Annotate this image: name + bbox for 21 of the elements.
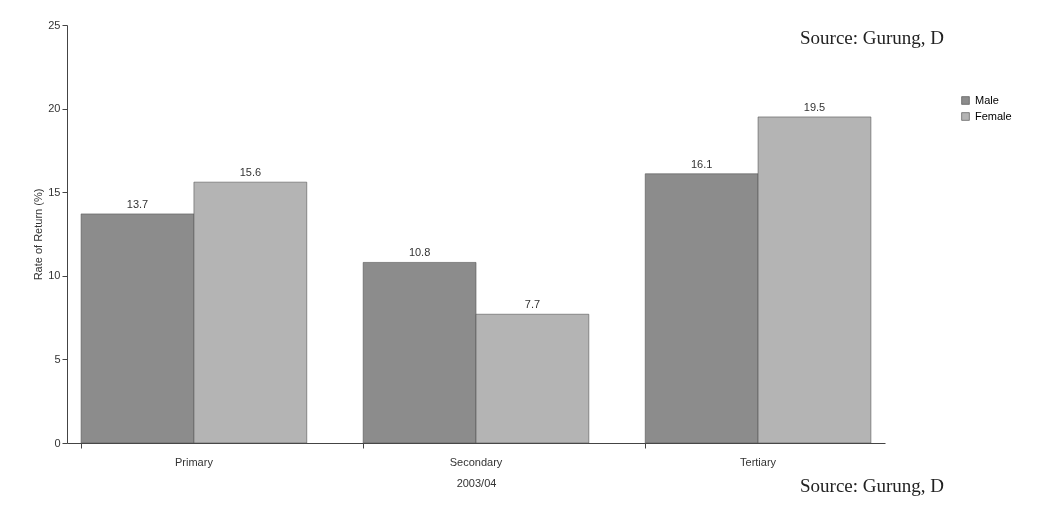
y-tick-label: 10 xyxy=(48,269,61,282)
data-label: 13.7 xyxy=(126,197,149,210)
y-tick-label: 20 xyxy=(48,102,61,115)
data-label: 10.8 xyxy=(408,246,431,259)
x-axis-title: 2003/04 xyxy=(456,476,497,489)
annotation: Source: Gurung, D xyxy=(800,27,945,48)
data-label: 15.6 xyxy=(239,166,262,179)
y-tick-label: 25 xyxy=(48,18,61,31)
y-axis-title: Rate of Return (%) xyxy=(32,188,45,281)
legend-label: Female xyxy=(975,109,1012,122)
x-tick-label: Secondary xyxy=(449,455,503,468)
y-tick-label: 5 xyxy=(54,352,61,365)
source-note: Source: Gurung, D xyxy=(800,475,945,496)
x-tick-label: Primary xyxy=(174,455,214,468)
data-label: 16.1 xyxy=(690,157,713,170)
data-label: 19.5 xyxy=(803,100,826,113)
y-tick-label: 15 xyxy=(48,185,61,198)
y-tick-label: 0 xyxy=(54,436,61,449)
x-tick-label: Tertiary xyxy=(740,455,777,468)
data-label: 7.7 xyxy=(524,298,541,311)
legend-label: Male xyxy=(975,93,999,106)
